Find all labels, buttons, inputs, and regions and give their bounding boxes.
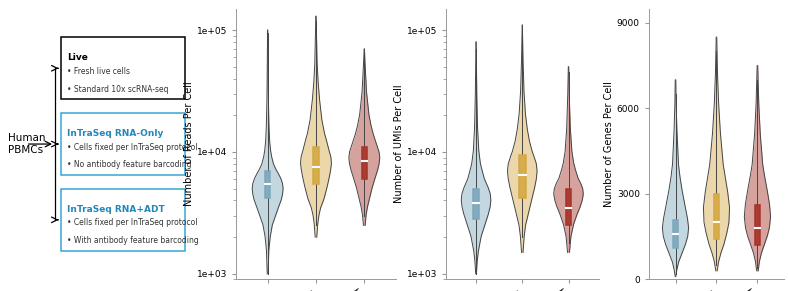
Bar <box>474 189 479 219</box>
Text: • Cells fixed per InTraSeq protocol: • Cells fixed per InTraSeq protocol <box>67 219 197 228</box>
Text: • Fresh live cells: • Fresh live cells <box>67 67 130 76</box>
Bar <box>673 219 678 248</box>
Text: Human
PBMCs: Human PBMCs <box>8 133 45 155</box>
FancyBboxPatch shape <box>61 189 185 251</box>
Bar <box>566 189 571 225</box>
Bar <box>519 155 526 198</box>
FancyBboxPatch shape <box>61 37 185 100</box>
Bar <box>755 205 760 245</box>
Text: InTraSeq RNA+ADT: InTraSeq RNA+ADT <box>67 205 165 214</box>
FancyBboxPatch shape <box>61 113 185 175</box>
Bar <box>362 147 367 179</box>
Bar <box>265 171 270 198</box>
Text: • With antibody feature barcoding: • With antibody feature barcoding <box>67 236 199 245</box>
Text: Live: Live <box>67 53 87 62</box>
Text: • No antibody feature barcoding: • No antibody feature barcoding <box>67 160 191 169</box>
Text: • Standard 10x scRNA-seq: • Standard 10x scRNA-seq <box>67 84 168 93</box>
Y-axis label: Number of UMIs Per Cell: Number of UMIs Per Cell <box>394 85 403 203</box>
Bar <box>714 194 719 239</box>
Bar <box>313 147 319 184</box>
Y-axis label: Number of Genes Per Cell: Number of Genes Per Cell <box>604 81 614 207</box>
Text: InTraSeq RNA-Only: InTraSeq RNA-Only <box>67 129 163 138</box>
Text: • Cells fixed per InTraSeq protocol: • Cells fixed per InTraSeq protocol <box>67 143 197 152</box>
Y-axis label: Number of Reads Per Cell: Number of Reads Per Cell <box>184 82 194 206</box>
